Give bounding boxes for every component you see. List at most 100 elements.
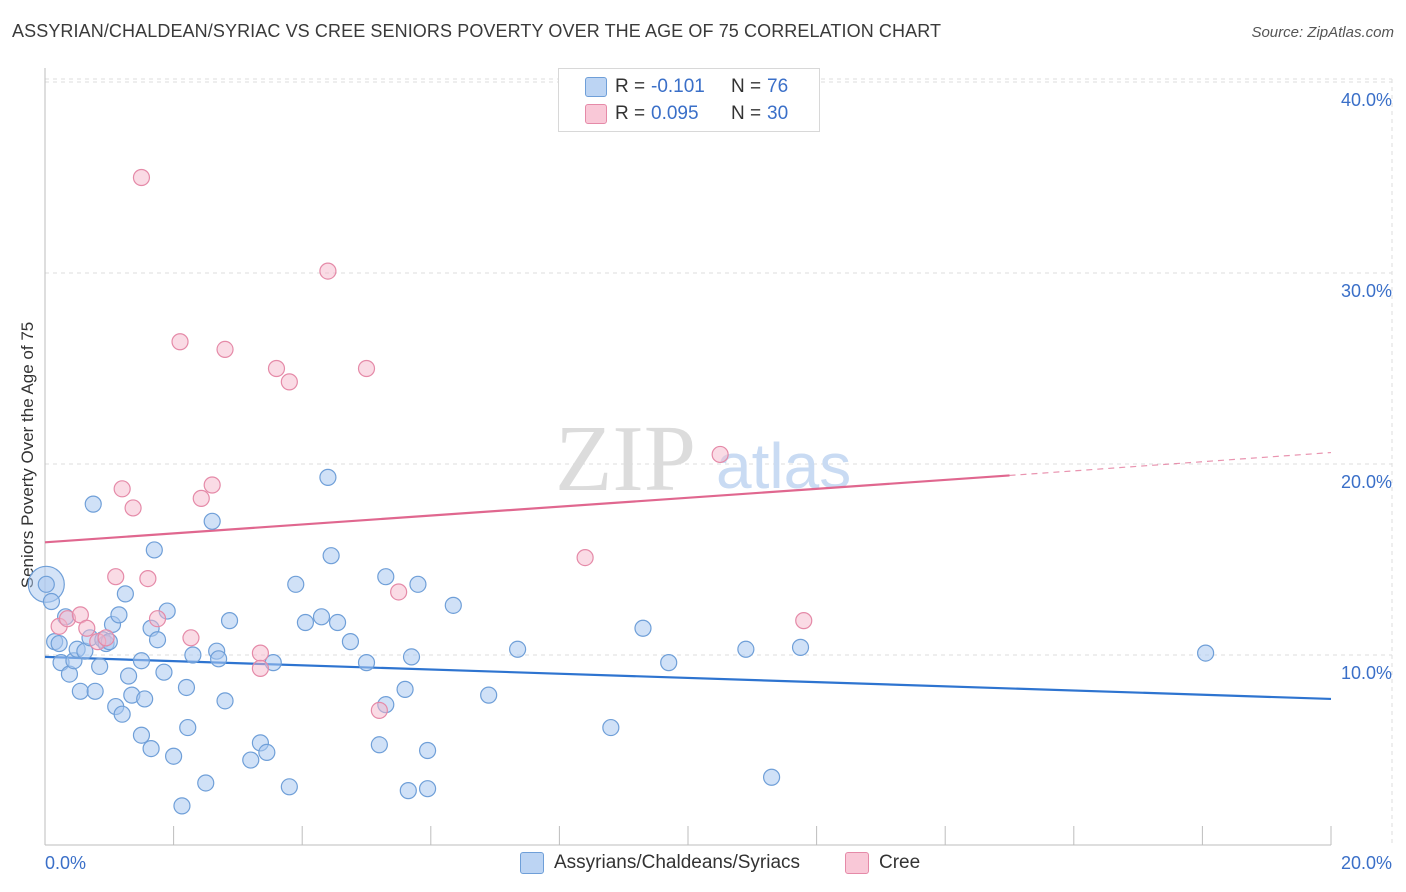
data-point-cree (124, 499, 142, 517)
data-point-assyrians (602, 718, 620, 737)
data-point-assyrians (203, 512, 221, 530)
data-point-assyrians (116, 585, 134, 603)
legend-label-assyrians: Assyrians/Chaldeans/Syriacs (554, 852, 801, 873)
data-point-assyrians (184, 646, 202, 664)
y-tick-label: 30.0% (1341, 281, 1392, 301)
data-point-assyrians (142, 739, 160, 758)
data-point-cree (319, 262, 337, 280)
data-point-assyrians (280, 778, 298, 796)
n-label: N = (731, 103, 762, 124)
data-point-cree (97, 629, 115, 647)
legend-swatch-pink (845, 852, 869, 874)
data-point-assyrians (216, 692, 234, 710)
data-point-cree (390, 583, 408, 601)
data-point-assyrians (396, 680, 414, 698)
data-point-assyrians (762, 768, 781, 786)
data-point-assyrians (71, 682, 89, 700)
r-label: R = (615, 76, 646, 97)
data-point-assyrians (165, 747, 183, 765)
data-point-assyrians (402, 648, 421, 666)
data-point-assyrians (319, 468, 337, 486)
data-point-assyrians (242, 751, 260, 769)
data-point-assyrians (791, 638, 810, 656)
data-point-assyrians (634, 619, 652, 637)
data-point-assyrians (37, 575, 55, 593)
swatch-blue (585, 77, 607, 97)
data-point-assyrians (418, 741, 437, 760)
n-value: 30 (767, 103, 789, 124)
data-point-assyrians (418, 780, 437, 798)
data-point-assyrians (341, 633, 360, 651)
data-point-cree (280, 373, 298, 391)
data-point-assyrians (119, 667, 138, 685)
data-point-assyrians (370, 736, 388, 754)
trend-line-cree (44, 474, 1010, 544)
data-point-cree (139, 569, 157, 588)
y-tick-label: 10.0% (1341, 663, 1392, 683)
data-point-assyrians (173, 797, 191, 815)
data-point-assyrians (91, 657, 109, 676)
n-label: N = (731, 76, 762, 97)
x-tick-label-min: 0.0% (45, 853, 86, 873)
trend-line-cree-extension (1009, 451, 1332, 477)
data-point-cree (148, 610, 167, 628)
data-point-assyrians (357, 654, 376, 672)
series-legend: Assyrians/Chaldeans/Syriacs Cree (0, 852, 1406, 878)
data-point-assyrians (84, 495, 102, 513)
data-point-assyrians (50, 634, 68, 653)
data-point-assyrians (296, 613, 315, 632)
source-label: Source: ZipAtlas.com (1251, 24, 1394, 41)
data-point-cree (107, 568, 125, 586)
data-point-cree (216, 340, 234, 358)
data-point-cree (795, 612, 813, 630)
data-point-cree (132, 168, 151, 187)
data-point-cree (192, 489, 210, 507)
data-point-assyrians (377, 568, 395, 586)
data-point-assyrians (220, 612, 239, 630)
data-point-assyrians (509, 640, 527, 658)
data-point-cree (251, 644, 270, 662)
data-point-assyrians (312, 608, 331, 626)
x-tick-label-max: 20.0% (1341, 853, 1392, 873)
data-point-cree (113, 480, 131, 498)
data-point-assyrians (86, 682, 104, 700)
data-point-assyrians (409, 575, 427, 593)
data-point-assyrians (42, 592, 61, 611)
legend-label-cree: Cree (879, 852, 921, 873)
legend-item-cree[interactable]: Cree (845, 852, 920, 874)
axes (44, 68, 1332, 846)
r-value: -0.101 (651, 76, 705, 97)
legend-swatch-blue (520, 852, 544, 874)
trend-line-assyrians (44, 655, 1332, 701)
data-point-cree (357, 359, 376, 378)
data-point-assyrians (136, 690, 154, 708)
data-point-assyrians (197, 774, 215, 792)
data-point-assyrians (322, 547, 340, 565)
data-point-assyrians (1197, 644, 1215, 662)
watermark: ZIP atlas (555, 407, 851, 511)
data-point-assyrians (444, 596, 462, 614)
data-point-assyrians (148, 631, 167, 649)
data-point-cree (171, 333, 189, 351)
data-point-assyrians (737, 640, 755, 658)
data-point-cree (251, 659, 270, 677)
data-point-assyrians (113, 705, 131, 723)
data-point-cree (711, 445, 729, 464)
legend-item-assyrians[interactable]: Assyrians/Chaldeans/Syriacs (520, 852, 800, 874)
data-point-assyrians (177, 678, 196, 697)
r-value: 0.095 (651, 103, 699, 124)
stats-legend: R = -0.101 N = 76 R = 0.095 N = 30 (558, 68, 820, 132)
watermark-atlas: atlas (716, 430, 851, 502)
data-point-assyrians (399, 782, 417, 800)
data-point-assyrians (258, 743, 276, 762)
data-point-cree (370, 701, 388, 719)
watermark-zip: ZIP (555, 407, 696, 511)
tick-labels: 10.0% 20.0% 30.0% 40.0% 0.0% 20.0% (45, 90, 1392, 873)
data-point-cree (267, 359, 286, 378)
data-point-assyrians (110, 606, 128, 624)
data-point-assyrians (179, 718, 197, 737)
y-tick-label: 40.0% (1341, 90, 1392, 110)
data-point-assyrians (660, 654, 678, 672)
r-label: R = (615, 103, 646, 124)
